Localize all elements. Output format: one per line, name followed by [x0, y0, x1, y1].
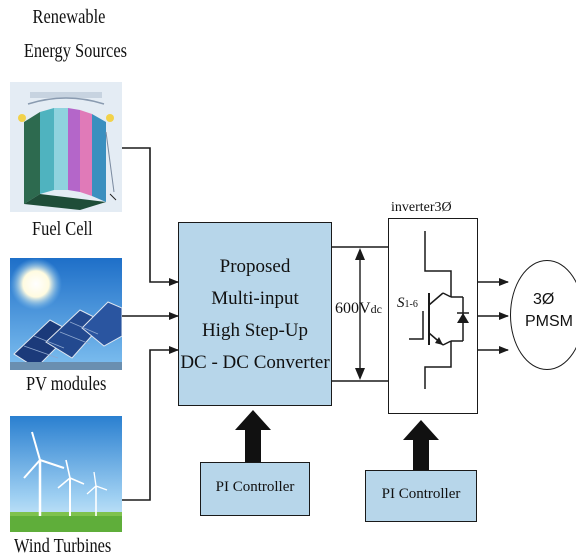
inverter-block: S1-6 — [388, 218, 478, 414]
dc-link-voltage-sub: dc — [370, 302, 382, 316]
fuel-cell-image — [10, 82, 122, 212]
pv-modules-image — [10, 258, 122, 370]
igbt-switch-symbol — [409, 231, 469, 389]
pi-controller-left: PI Controller — [200, 462, 310, 516]
switch-subscript: 1-6 — [404, 299, 418, 310]
switch-letter: S — [397, 295, 405, 311]
motor-phase-label: 3Ø — [533, 291, 555, 308]
fuel-cell-wire — [122, 147, 179, 286]
pmsm-motor: 3Ø PMSM — [510, 260, 576, 370]
converter-line4: DC - DC Converter — [180, 352, 330, 373]
wind-wire — [122, 346, 179, 501]
motor-type-label: PMSM — [525, 313, 573, 330]
dc-link-voltage-value: 600V — [335, 300, 371, 317]
dc-dc-converter-block: Proposed Multi-input High Step-Up DC - D… — [178, 222, 332, 406]
converter-line3: High Step-Up — [201, 320, 309, 341]
pi-controller-right-label: PI Controller — [381, 486, 461, 502]
dc-link-voltage: 600Vdc — [335, 300, 382, 318]
converter-line1: Proposed — [219, 256, 291, 277]
pv-modules-label: PV modules — [26, 373, 107, 395]
wind-turbines-label: Wind Turbines — [14, 535, 112, 557]
sources-title-line2: Energy Sources — [23, 40, 127, 62]
pi-controller-left-label: PI Controller — [215, 479, 295, 495]
pi-right-arrow — [403, 420, 439, 470]
converter-line2: Multi-input — [211, 288, 299, 309]
sources-title-line1: Renewable — [32, 6, 106, 28]
pi-controller-right: PI Controller — [365, 470, 477, 522]
pi-left-arrow — [235, 410, 271, 462]
wind-turbines-image — [10, 416, 122, 532]
switch-label: S1-6 — [397, 295, 418, 312]
fuel-cell-label: Fuel Cell — [32, 218, 93, 240]
inverter-label: inverter3Ø — [391, 200, 452, 215]
